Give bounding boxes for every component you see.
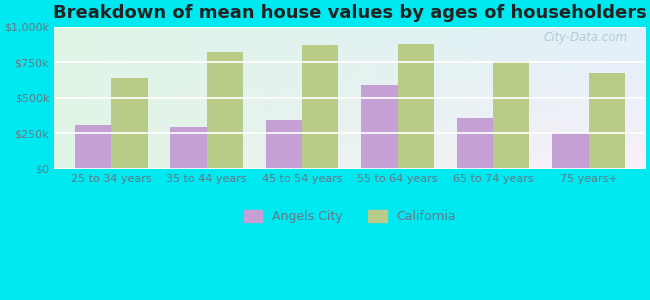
Bar <box>75 125 111 169</box>
Bar <box>457 118 493 169</box>
Bar <box>266 120 302 169</box>
Title: Breakdown of mean house values by ages of householders: Breakdown of mean house values by ages o… <box>53 4 647 22</box>
Bar <box>552 133 588 169</box>
Bar <box>588 74 625 169</box>
Text: City-Data.com: City-Data.com <box>544 31 628 44</box>
Bar <box>170 127 207 169</box>
Bar <box>302 45 339 169</box>
Bar <box>493 61 529 169</box>
Bar <box>398 44 434 169</box>
Bar <box>207 52 243 169</box>
Bar <box>361 85 398 169</box>
Legend: Angels City, California: Angels City, California <box>239 205 462 228</box>
Bar <box>111 78 148 169</box>
